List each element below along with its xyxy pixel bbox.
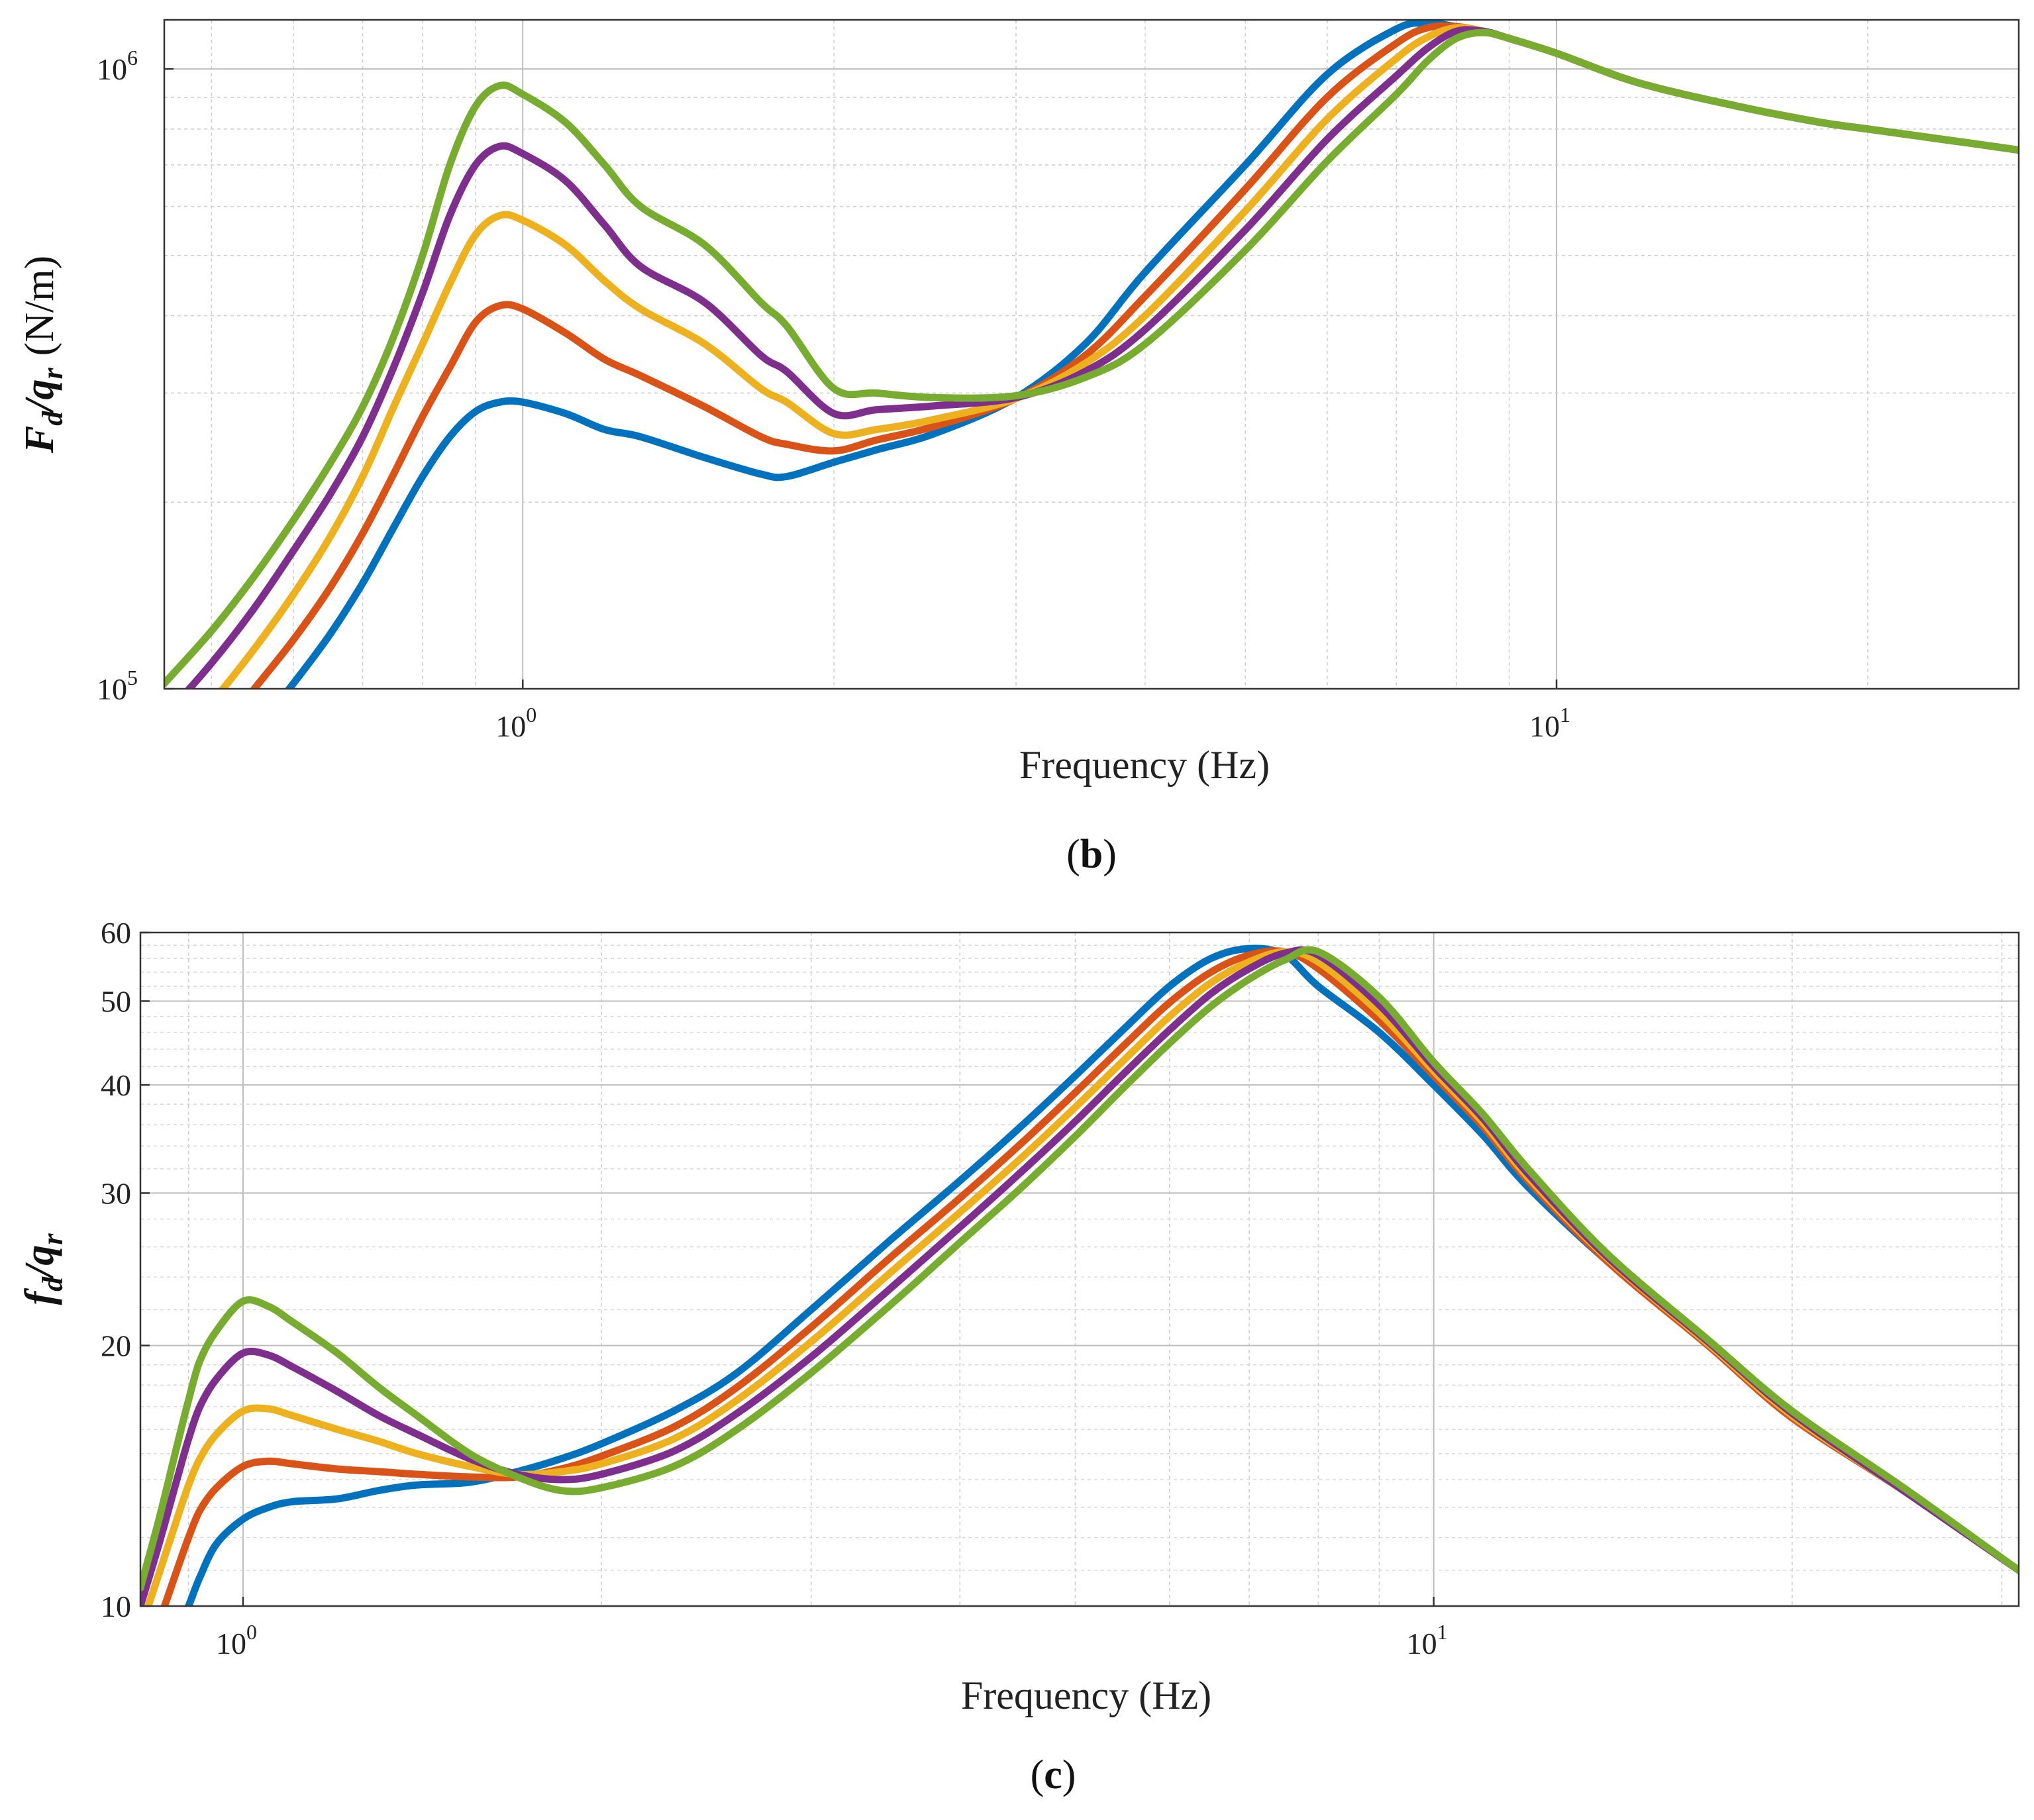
y-axis-label: Fd/qr (N/m) [17, 256, 69, 454]
panel-letter: c [1044, 1752, 1062, 1797]
y-label-rest: /q [17, 1245, 62, 1280]
y-label-rest: /q [17, 379, 62, 414]
panel-label: (c) [1031, 1752, 1076, 1797]
y-tick-base: 10 [97, 52, 127, 86]
x-tick-label: 101 [1529, 703, 1570, 743]
y-tick-exp: 6 [127, 46, 138, 70]
y-tick-exp: 5 [127, 666, 138, 689]
x-tick-exp: 1 [1560, 703, 1570, 727]
y-tick-label: 105 [97, 666, 138, 706]
y-tick-label: 20 [101, 1329, 131, 1363]
panel-label: (b) [1066, 832, 1117, 877]
y-tick-label: 106 [97, 46, 138, 86]
x-axis-label: Frequency (Hz) [961, 1674, 1211, 1717]
series-group [140, 944, 2019, 1606]
x-tick-label: 101 [1407, 1620, 1448, 1660]
panel-paren-close: ) [1103, 832, 1117, 877]
axes-frame [163, 19, 2020, 690]
x-tick-base: 10 [1529, 709, 1560, 743]
panel-paren-close: ) [1062, 1752, 1076, 1797]
y-tick-label: 10 [101, 1590, 131, 1623]
grid [164, 20, 2019, 689]
x-axis-label: Frequency (Hz) [1019, 743, 1270, 787]
y-label-sub2: r [36, 368, 69, 379]
panel-paren-open: ( [1031, 1752, 1044, 1797]
x-tick-base: 10 [216, 1627, 246, 1660]
grid [140, 933, 2019, 1606]
series-group [164, 20, 2019, 689]
y-tick-label: 50 [101, 984, 131, 1018]
x-tick-exp: 0 [246, 1620, 257, 1644]
series-line-green [140, 946, 2019, 1592]
y-axis-label: fd/qr [17, 1233, 69, 1305]
x-tick-label: 100 [495, 703, 536, 743]
x-tick-exp: 1 [1437, 1620, 1448, 1644]
y-tick-base: 10 [97, 672, 127, 706]
y-label-sub2: r [36, 1233, 69, 1245]
plot-area [140, 933, 2019, 1606]
y-label-main: F [17, 426, 62, 454]
y-label-unit: (N/m) [17, 256, 62, 356]
y-tick-label: 40 [101, 1068, 131, 1102]
axes-frame [139, 931, 2020, 1607]
y-label-sub: d [36, 411, 69, 426]
x-tick-base: 10 [495, 709, 526, 743]
series-line-green [164, 28, 2019, 687]
y-tick-label: 60 [101, 916, 131, 950]
panel-letter: b [1080, 832, 1103, 877]
y-tick-label: 30 [101, 1176, 131, 1210]
panel-paren-open: ( [1066, 832, 1080, 877]
x-tick-label: 100 [216, 1620, 257, 1660]
x-tick-base: 10 [1407, 1627, 1437, 1660]
y-label-sub: d [36, 1276, 69, 1291]
x-tick-exp: 0 [526, 703, 536, 727]
